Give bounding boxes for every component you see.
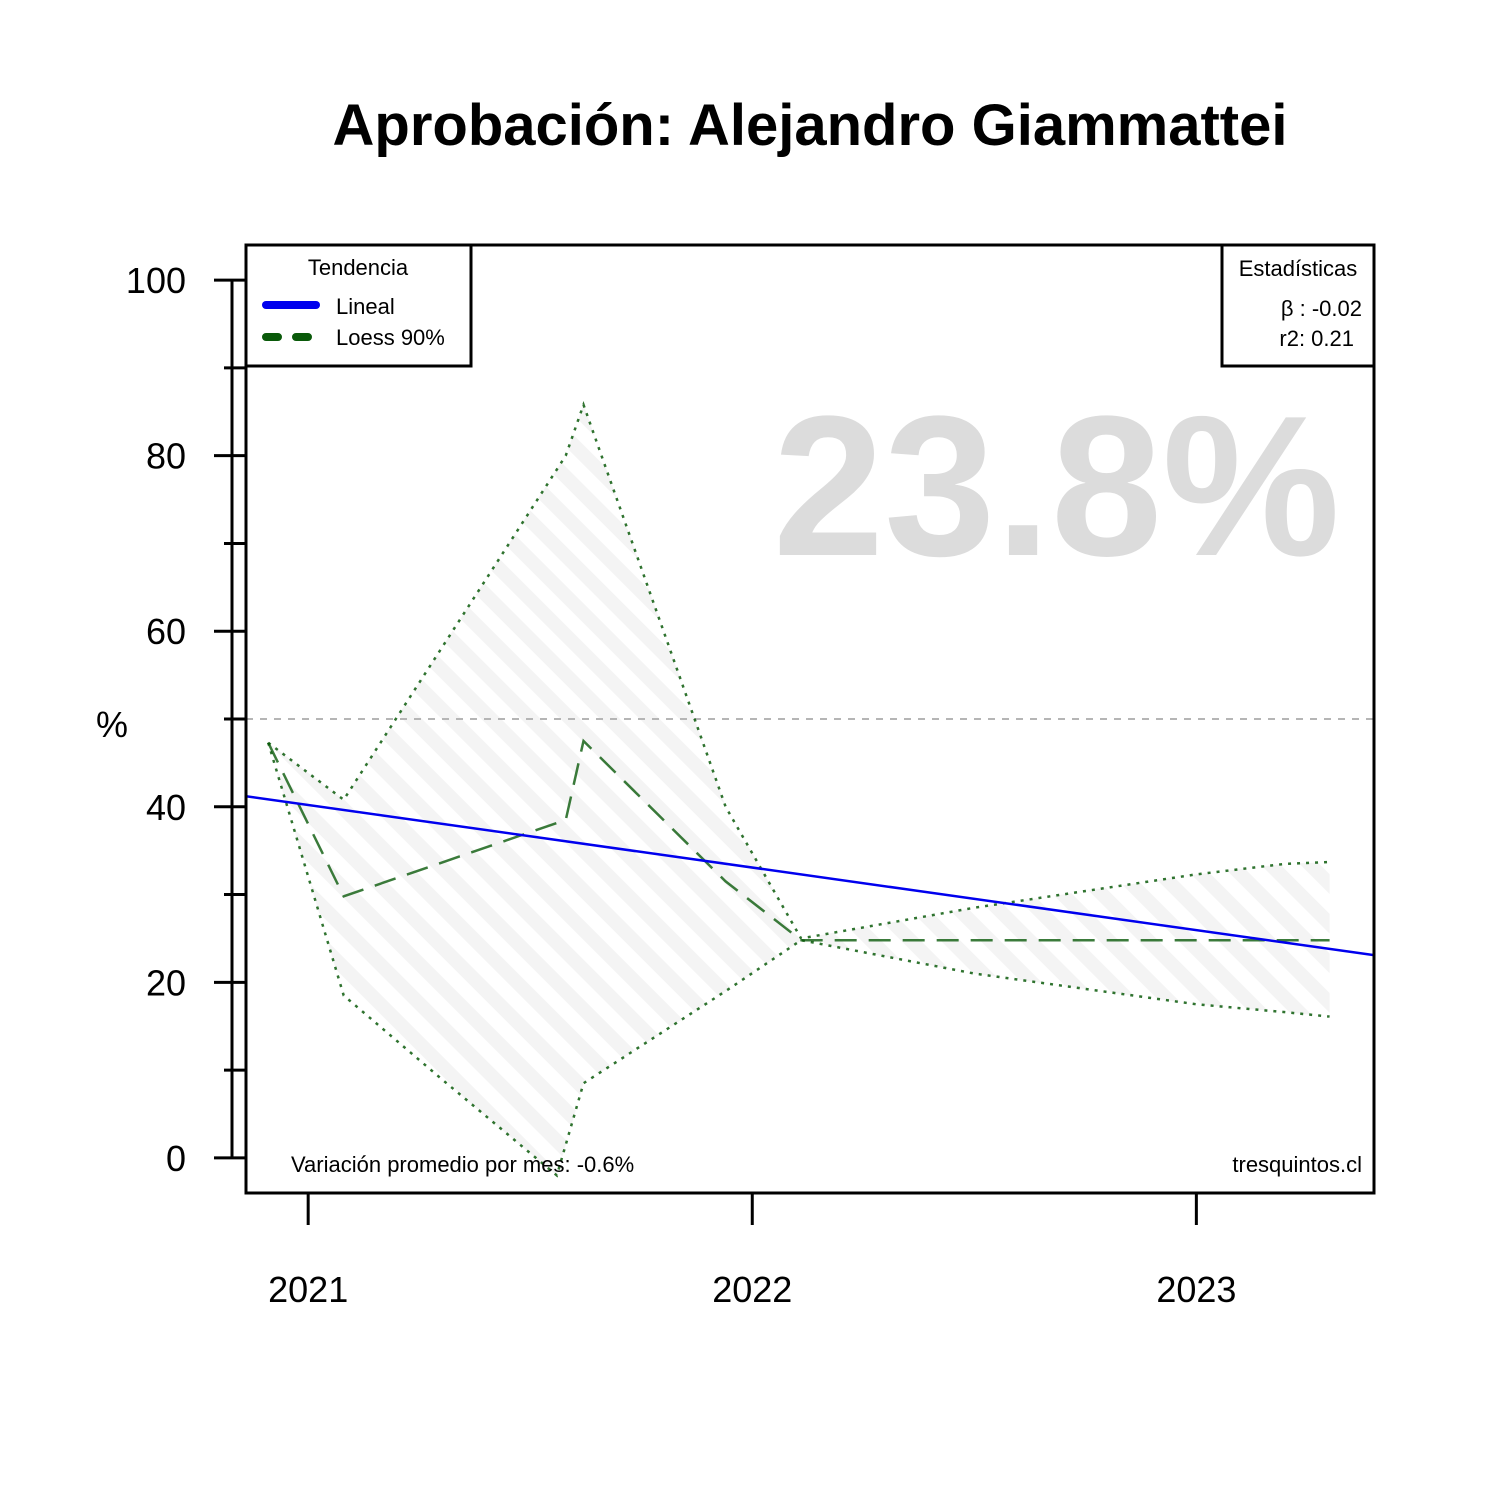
y-tick-label: 80 — [146, 436, 186, 477]
stats-r2: r2: 0.21 — [1279, 326, 1354, 351]
x-tick-label: 2023 — [1156, 1269, 1236, 1310]
plot-area: 23.8% — [246, 375, 1374, 1178]
x-tick-label: 2022 — [712, 1269, 792, 1310]
legend-label-lineal: Lineal — [336, 294, 395, 319]
stats-beta: β : -0.02 — [1281, 296, 1362, 321]
y-tick-label: 0 — [166, 1138, 186, 1179]
x-axis: 2021 2022 2023 — [268, 1193, 1236, 1310]
band-fill — [268, 404, 1330, 1176]
headline-value: 23.8% — [773, 375, 1340, 598]
stats-title: Estadísticas — [1239, 256, 1358, 281]
y-tick-label: 100 — [126, 260, 186, 301]
stats-box: Estadísticas β : -0.02 r2: 0.21 — [1220, 243, 1376, 368]
y-axis: 0 20 40 60 80 100 — [126, 260, 246, 1179]
stats-frame — [1220, 243, 1376, 368]
series-lines — [246, 400, 1374, 1178]
series-line-upper — [267, 400, 1330, 940]
y-axis-label: % — [96, 704, 128, 745]
chart-title: Aprobación: Alejandro Giammattei — [333, 93, 1288, 158]
footer-source: tresquintos.cl — [1232, 1152, 1362, 1177]
y-tick-label: 20 — [146, 962, 186, 1003]
legend-label-loess: Loess 90% — [336, 325, 445, 350]
series-line-lineal — [246, 795, 1374, 957]
footer-variation: Variación promedio por mes: -0.6% — [291, 1152, 634, 1177]
y-tick-label: 60 — [146, 611, 186, 652]
series-line-loess — [267, 738, 1330, 942]
confidence-band — [268, 404, 1330, 1176]
x-tick-label: 2021 — [268, 1269, 348, 1310]
legend: Tendencia Lineal Loess 90% — [244, 243, 473, 368]
legend-title: Tendencia — [308, 255, 409, 280]
y-tick-label: 40 — [146, 787, 186, 828]
